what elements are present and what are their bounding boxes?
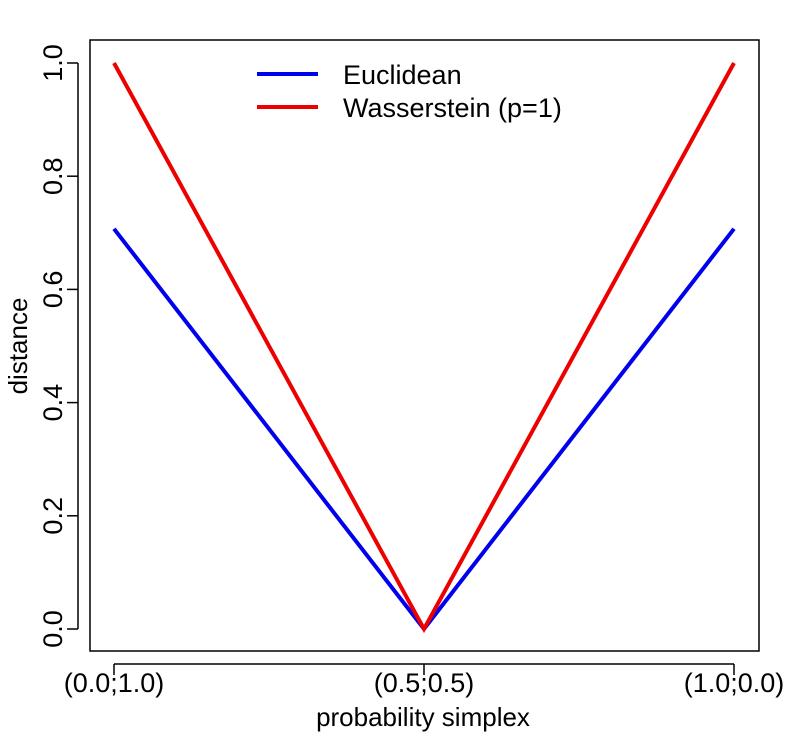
y-tick-label: 1.0: [38, 44, 68, 82]
y-tick-label: 0.8: [38, 157, 68, 195]
series-line: [112, 227, 736, 633]
legend-entry-label: Wasserstein (p=1): [343, 93, 562, 123]
x-tick-label: (0.0;1.0): [64, 668, 165, 698]
y-axis-label: distance: [3, 298, 33, 395]
y-axis: 0.0 0.2 0.4 0.6 0.8 1.0: [38, 44, 79, 648]
series-line: [112, 62, 736, 634]
legend-entry-label: Euclidean: [343, 60, 462, 90]
x-axis: (0.0;1.0) (0.5;0.5) (1.0;0.0): [64, 663, 785, 698]
y-tick-label: 0.2: [38, 497, 68, 535]
y-tick-label: 0.0: [38, 610, 68, 648]
y-tick-label: 0.4: [38, 384, 68, 422]
x-tick-label: (0.5;0.5): [374, 668, 475, 698]
plot-frame: [89, 39, 760, 652]
series-layer: [112, 62, 736, 634]
x-tick-label: (1.0;0.0): [684, 668, 785, 698]
x-axis-label: probability simplex: [316, 702, 530, 732]
y-tick-label: 0.6: [38, 271, 68, 309]
